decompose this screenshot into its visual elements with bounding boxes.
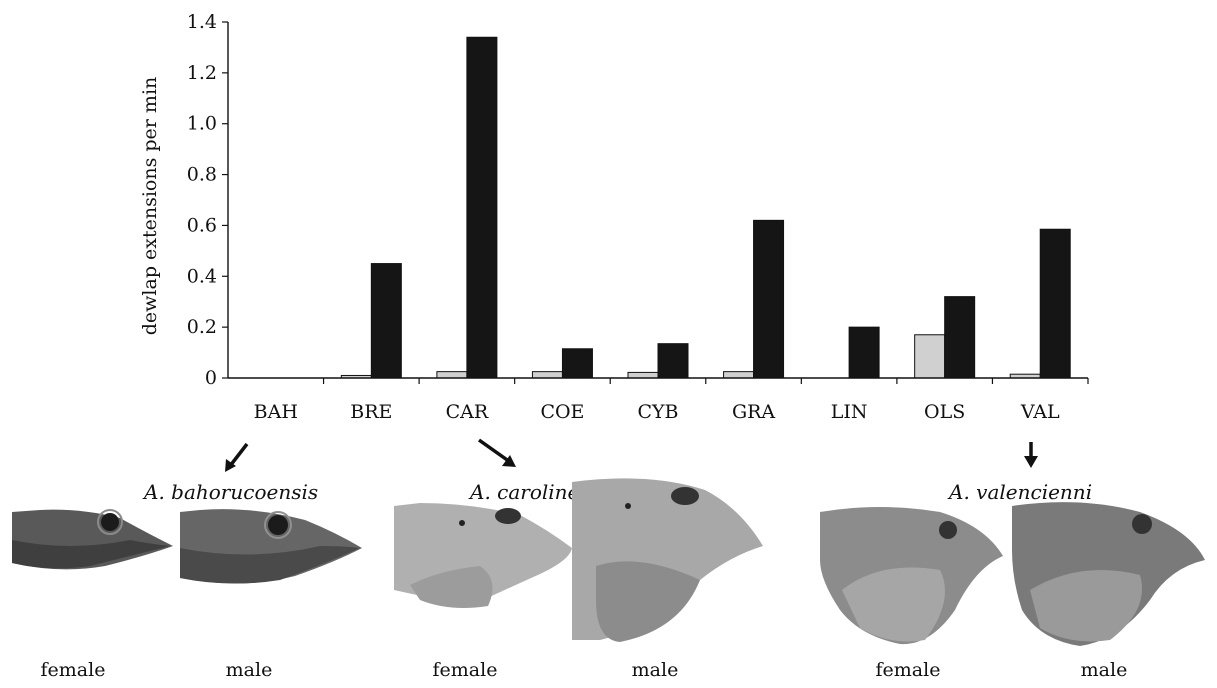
lizard-head-carolinensis-male (572, 478, 763, 642)
bar-car-series-2 (466, 36, 498, 379)
bar-ols-series-1 (914, 334, 946, 379)
bar-cyb-series-1 (627, 371, 659, 379)
species-label-valencienni: A. valencienni (947, 480, 1092, 504)
y-tick-label: 0.8 (187, 164, 217, 186)
sex-label-valencienni-male: male (1081, 659, 1128, 681)
carolinensis-male-dewlap (596, 561, 700, 642)
bahorucoensis-male-eye (268, 515, 288, 535)
sex-label-carolinensis-male: male (632, 659, 679, 681)
y-tick-label: 0.2 (187, 316, 217, 338)
y-tick-label: 0 (205, 367, 217, 389)
bar-cyb-series-2 (657, 343, 689, 379)
bar-coe-series-1 (531, 371, 563, 379)
arrow-head-valencienni (1024, 456, 1038, 468)
x-tick-label-cyb: CYB (637, 401, 678, 423)
sex-label-carolinensis-female: female (433, 659, 498, 681)
bar-bre-series-2 (370, 263, 402, 379)
x-tick-label-lin: LIN (831, 401, 868, 423)
bars (340, 36, 1071, 379)
bahorucoensis-male-shadow (180, 546, 360, 584)
x-tick-label-car: CAR (446, 401, 489, 423)
x-tick-label-coe: COE (540, 401, 584, 423)
carolinensis-female-eye (495, 508, 521, 524)
x-tick-labels: BAH BRE CAR COE CYB GRA LIN OLS VAL (254, 401, 1060, 423)
y-tick-label: 1.2 (187, 62, 217, 84)
lizard-head-bahorucoensis-female (12, 509, 173, 570)
species-label-bahorucoensis: A. bahorucoensis (142, 480, 318, 504)
y-axis-title: dewlap extensions per min (139, 77, 161, 336)
x-tick-label-bre: BRE (350, 401, 392, 423)
arrow-head-bahorucoensis (225, 459, 236, 472)
axes (227, 22, 1089, 384)
valencienni-male-eye (1132, 514, 1152, 534)
bahorucoensis-female-eye (101, 513, 119, 531)
y-ticks: 0 0.2 0.4 0.6 0.8 1.0 1.2 1.4 (187, 11, 228, 389)
arrows (225, 438, 1038, 472)
bar-coe-series-2 (561, 348, 593, 379)
bar-gra-series-1 (723, 371, 755, 379)
carolinensis-male-ear (625, 503, 631, 509)
lizard-head-valencienni-male (1012, 502, 1205, 646)
bahorucoensis-male-eye-ring (264, 511, 292, 539)
bar-val-series-2 (1039, 228, 1071, 379)
bahorucoensis-female-shadow (12, 540, 170, 569)
lizard-head-bahorucoensis-male (180, 509, 362, 584)
arrow-carolinensis (477, 438, 512, 464)
bar-lin-series-2 (848, 326, 880, 379)
carolinensis-female-ear (459, 520, 465, 526)
carolinensis-male-eye (671, 487, 699, 505)
x-tick-label-val: VAL (1020, 401, 1060, 423)
bahorucoensis-female-eye-ring (97, 509, 123, 535)
arrow-bahorucoensis (228, 442, 249, 468)
x-tick-label-bah: BAH (254, 401, 298, 423)
bar-chart: dewlap extensions per min 0 0.2 0.4 0.6 0.8 1… (139, 11, 1089, 423)
x-tick-label-gra: GRA (732, 401, 775, 423)
valencienni-male-dewlap (1030, 570, 1142, 642)
x-tick-label-ols: OLS (924, 401, 965, 423)
arrow-head-carolinensis (502, 455, 516, 467)
lizard-head-valencienni-female (820, 507, 1003, 645)
bar-ols-series-2 (944, 296, 976, 379)
valencienni-female-eye (939, 521, 957, 539)
y-tick-label: 1.0 (187, 113, 217, 135)
carolinensis-female-dewlap (410, 566, 493, 608)
bar-car-series-1 (436, 371, 468, 379)
y-tick-label: 0.6 (187, 214, 217, 236)
sex-label-valencienni-female: female (876, 659, 941, 681)
bar-gra-series-2 (753, 219, 785, 379)
sex-label-bahorucoensis-female: female (41, 659, 106, 681)
valencienni-female-dewlap (842, 567, 945, 642)
sex-label-bahorucoensis-male: male (226, 659, 273, 681)
y-tick-label: 0.4 (187, 265, 217, 287)
y-tick-label: 1.4 (187, 11, 217, 33)
lizard-head-carolinensis-female (394, 503, 572, 608)
species-panels: A. bahorucoensis A. carolinensis A. vale… (12, 478, 1205, 681)
